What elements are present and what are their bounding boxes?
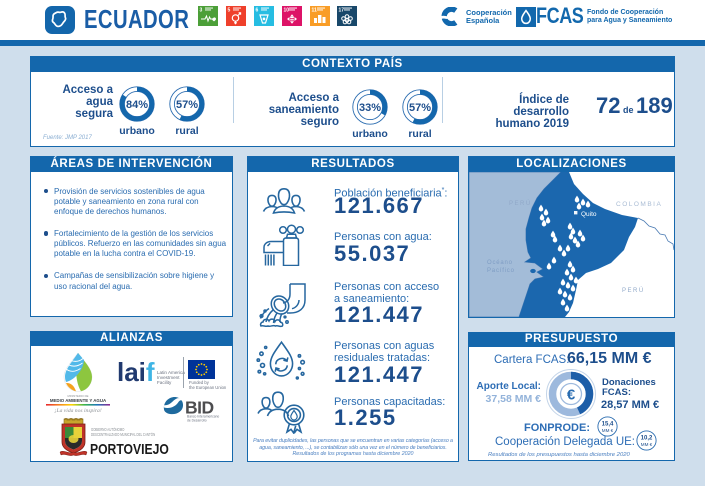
svg-text:11: 11 bbox=[312, 8, 318, 14]
svg-text:de Desarrollo: de Desarrollo bbox=[187, 418, 207, 422]
svg-text:Pacífico: Pacífico bbox=[487, 268, 515, 274]
svg-text:5: 5 bbox=[228, 8, 231, 14]
svg-text:MINISTERIO DE: MINISTERIO DE bbox=[68, 394, 89, 398]
svg-text:Quito: Quito bbox=[581, 211, 597, 218]
svg-text:Banco Interamericano: Banco Interamericano bbox=[187, 415, 219, 419]
svg-text:BID: BID bbox=[185, 398, 214, 418]
svg-text:€: € bbox=[567, 387, 576, 404]
svg-text:84%: 84% bbox=[126, 99, 148, 111]
svg-text:PERÚ: PERÚ bbox=[622, 287, 645, 294]
svg-text:10: 10 bbox=[284, 8, 290, 14]
svg-text:17: 17 bbox=[339, 8, 345, 14]
svg-text:57%: 57% bbox=[409, 102, 431, 114]
svg-text:MM €: MM € bbox=[602, 428, 614, 433]
svg-text:6: 6 bbox=[256, 8, 259, 14]
svg-text:33%: 33% bbox=[359, 102, 381, 114]
svg-text:15,4: 15,4 bbox=[602, 422, 614, 428]
svg-text:MEDIO AMBIENTE Y AGUA: MEDIO AMBIENTE Y AGUA bbox=[50, 398, 107, 403]
svg-text:57%: 57% bbox=[176, 99, 198, 111]
svg-text:¡La vida nos inspira!: ¡La vida nos inspira! bbox=[54, 408, 102, 414]
svg-text:3: 3 bbox=[200, 8, 203, 14]
svg-text:10,2: 10,2 bbox=[641, 436, 653, 442]
svg-text:COLOMBIA: COLOMBIA bbox=[616, 201, 662, 208]
svg-text:PERÚ: PERÚ bbox=[509, 200, 532, 207]
svg-text:Océano: Océano bbox=[487, 260, 513, 266]
svg-text:MM €: MM € bbox=[641, 442, 653, 447]
